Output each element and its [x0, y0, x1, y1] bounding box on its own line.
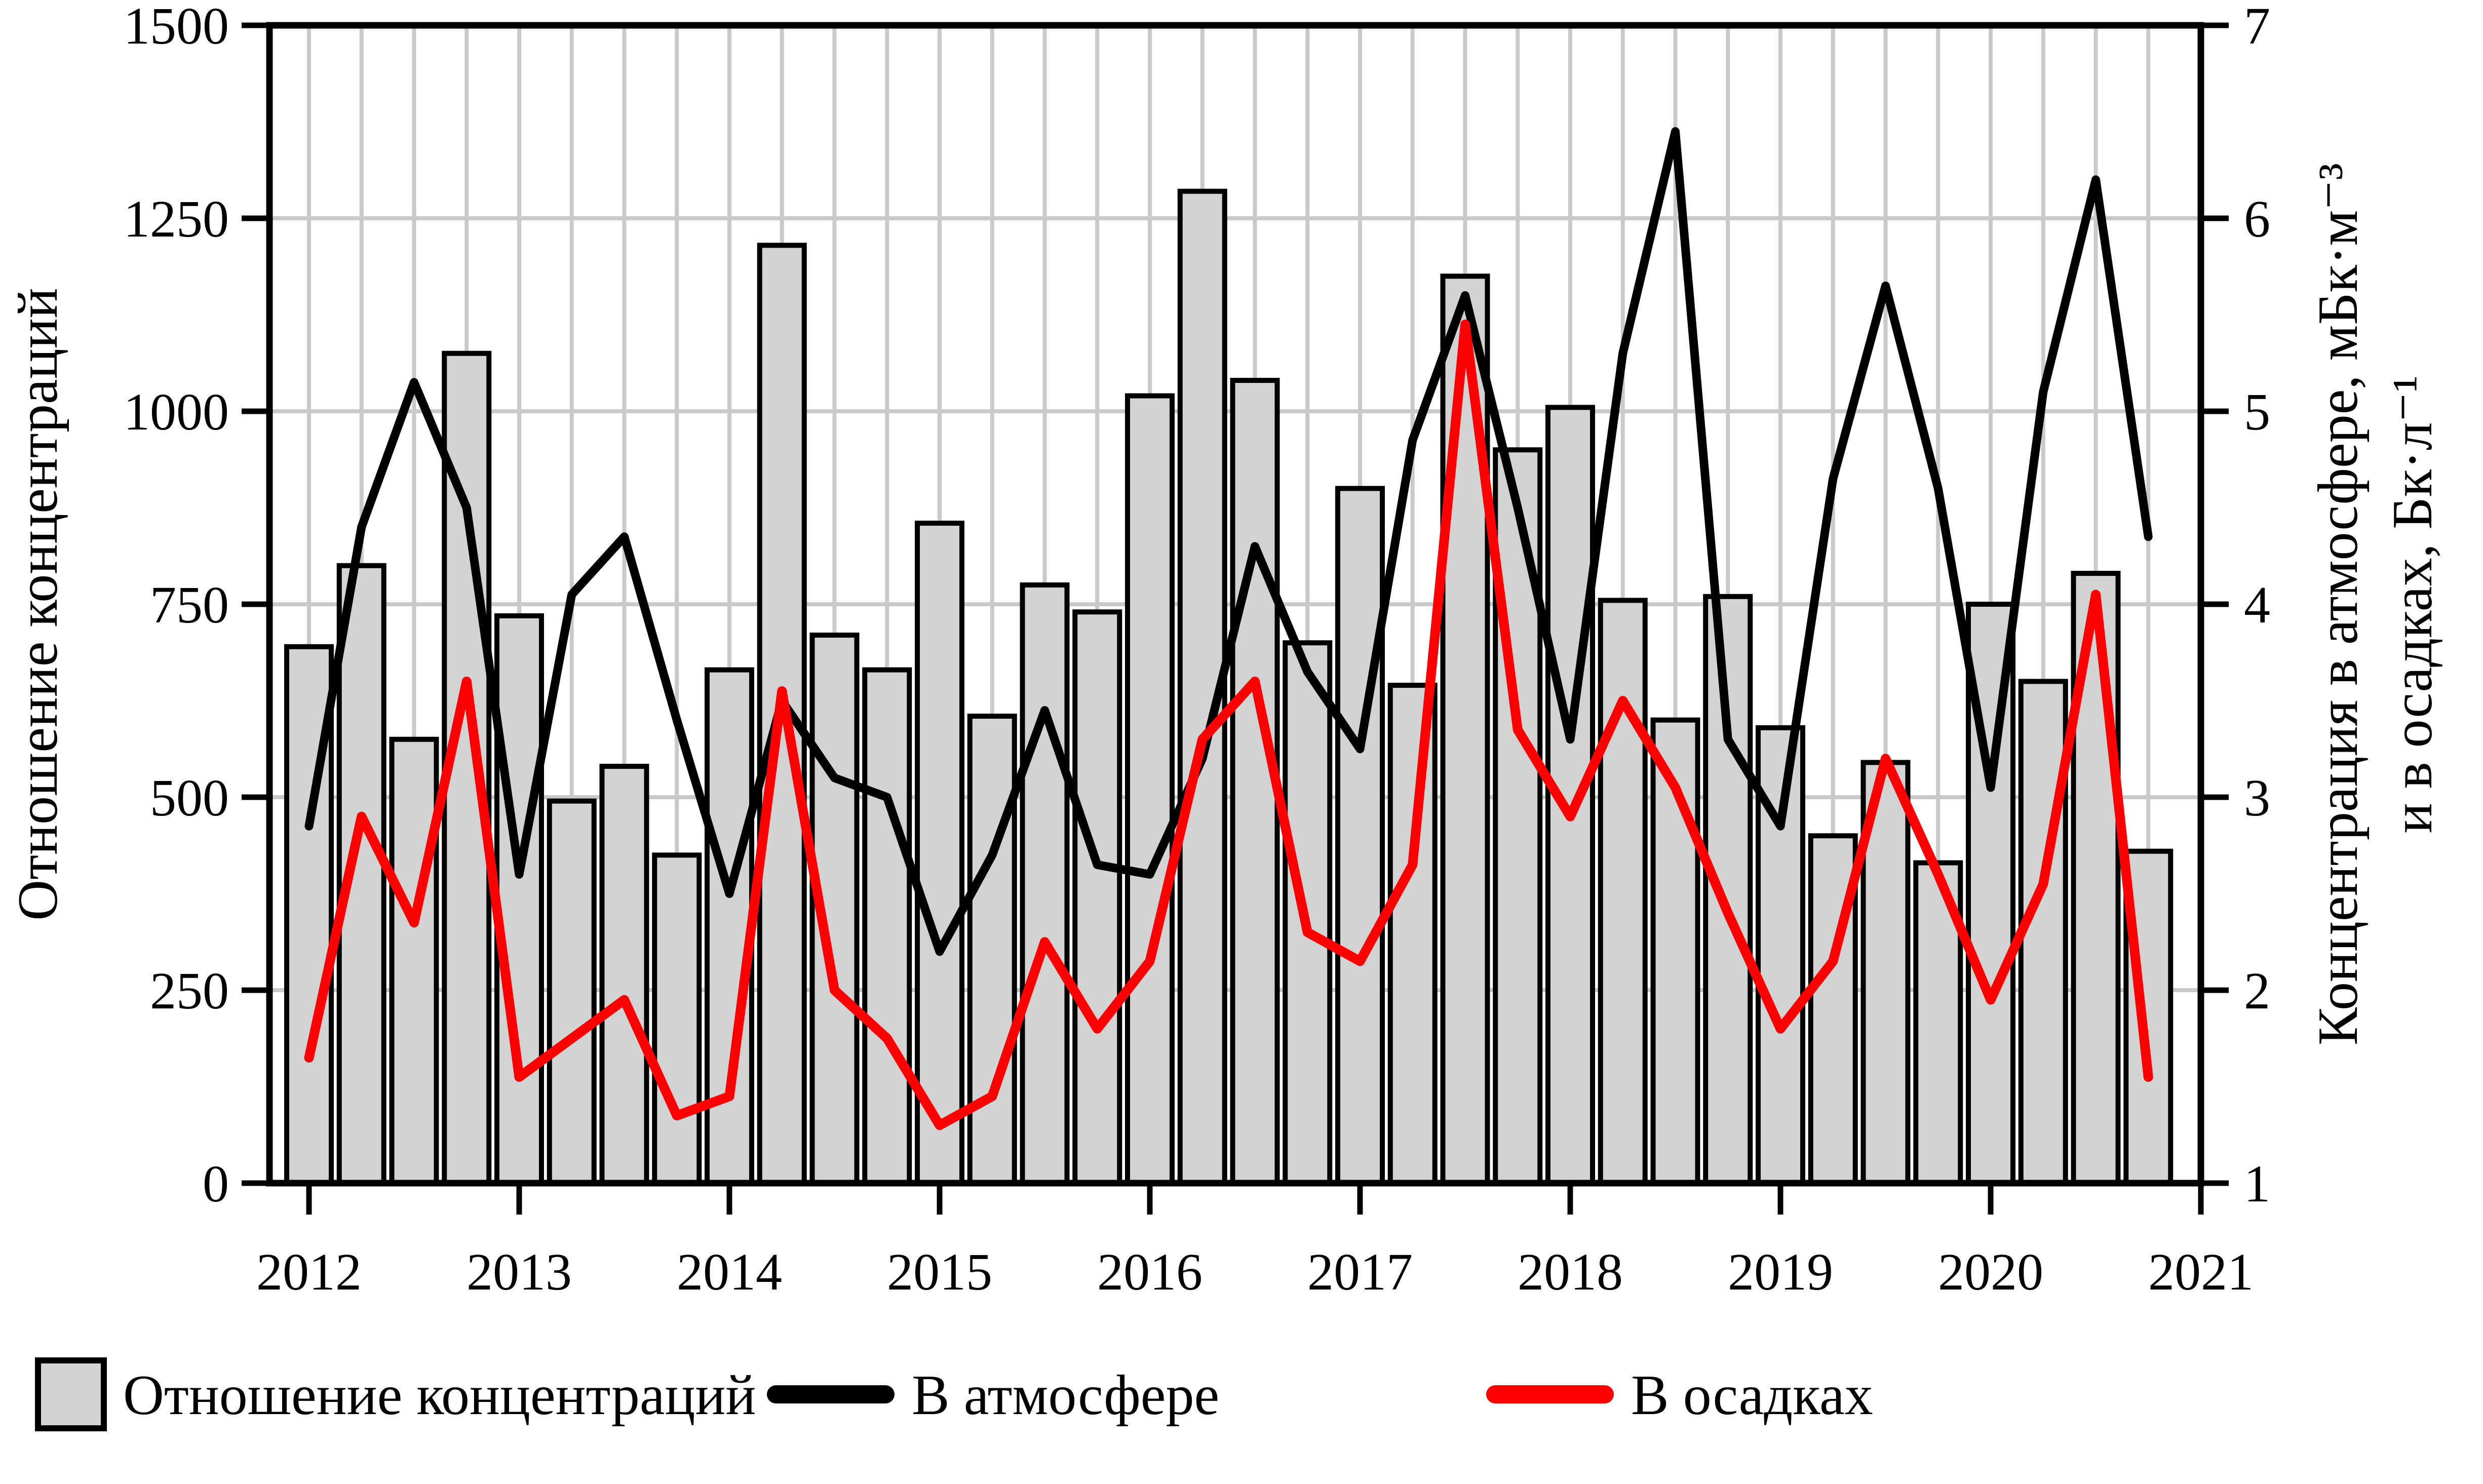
- precipitation-line: [304, 320, 2153, 1130]
- right-tick-label-2: 2: [2244, 962, 2270, 1020]
- left-tick-label-500: 500: [150, 769, 229, 827]
- left-tick-label-1000: 1000: [124, 383, 229, 441]
- right-tick-label-5: 5: [2244, 383, 2270, 441]
- right-tick-label-3: 3: [2244, 769, 2270, 827]
- bar-2013-Q4: [652, 852, 702, 1186]
- bar-2015-Q1: [915, 520, 964, 1186]
- x-tick-label-2012: 2012: [256, 1243, 362, 1301]
- bar-2012-Q3: [389, 736, 439, 1186]
- bar-2018-Q4: [1703, 594, 1753, 1186]
- bar-2013-Q3: [599, 764, 649, 1186]
- bar-2016-Q3: [1230, 378, 1280, 1186]
- left-tick-label-1250: 1250: [124, 190, 229, 248]
- bar-2016-Q1: [1125, 393, 1175, 1186]
- x-tick-label-2020: 2020: [1938, 1243, 2043, 1301]
- right-tick-label-4: 4: [2244, 576, 2270, 634]
- bar-2013-Q2: [547, 798, 597, 1186]
- atmosphere-line: [304, 127, 2153, 956]
- right-tick-label-1: 1: [2244, 1155, 2270, 1213]
- x-tick-label-2016: 2016: [1097, 1243, 1202, 1301]
- left-tick-label-750: 750: [150, 576, 229, 634]
- x-tick-label-2014: 2014: [677, 1243, 782, 1301]
- x-tick-label-2013: 2013: [467, 1243, 572, 1301]
- bar-2015-Q4: [1072, 609, 1122, 1186]
- series-lines: [304, 127, 2153, 1130]
- axis-ticks-and-labels: 0 250 500 750 1000 1250 1500 1 2 3 4 5 6 7 2012 2013 201…: [124, 0, 2270, 1301]
- x-tick-label-2019: 2019: [1728, 1243, 1833, 1301]
- left-tick-label-250: 250: [150, 962, 229, 1020]
- legend: Отношение концентраций В атмосфере В оса…: [35, 1357, 1873, 1431]
- x-tick-label-2015: 2015: [887, 1243, 992, 1301]
- bar-2017-Q1: [1335, 486, 1385, 1186]
- bar-2013-Q1: [494, 613, 544, 1186]
- left-tick-label-1500: 1500: [124, 0, 229, 55]
- right-axis-title-line2: и в осадках, Бк·л⁻¹: [2381, 375, 2444, 833]
- right-axis-title-line1: Концентрация в атмосфере, мБк·м⁻³: [2307, 163, 2370, 1045]
- bar-2015-Q3: [1020, 582, 1070, 1186]
- legend-label-precipitation: В осадках: [1631, 1364, 1873, 1427]
- legend-bar-swatch: [35, 1357, 107, 1431]
- right-tick-label-6: 6: [2244, 190, 2270, 248]
- left-axis-title: Отношение концентраций: [7, 288, 69, 920]
- axis-titles: Отношение концентраций Концентрация в ат…: [7, 163, 2444, 1045]
- bar-2014-Q4: [862, 667, 912, 1186]
- x-tick-label-2021: 2021: [2148, 1243, 2254, 1301]
- bar-2017-Q2: [1387, 683, 1438, 1186]
- x-tick-label-2017: 2017: [1307, 1243, 1413, 1301]
- x-tick-label-2018: 2018: [1518, 1243, 1623, 1301]
- left-tick-label-0: 0: [203, 1155, 229, 1213]
- right-tick-label-7: 7: [2244, 0, 2270, 55]
- legend-label-ratio: Отношение концентраций: [123, 1364, 756, 1427]
- bar-2015-Q2: [967, 713, 1017, 1186]
- bar-2018-Q2: [1598, 598, 1648, 1186]
- bar-2020-Q2: [2018, 679, 2068, 1186]
- legend-label-atmosphere: В атмосфере: [912, 1364, 1219, 1427]
